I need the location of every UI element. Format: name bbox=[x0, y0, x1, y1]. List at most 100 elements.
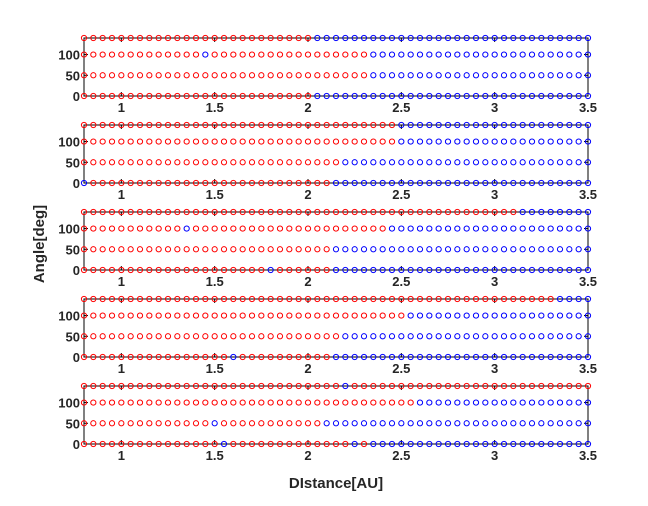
data-point-blue bbox=[435, 121, 442, 129]
data-point-blue bbox=[528, 440, 536, 448]
data-point-blue bbox=[538, 138, 545, 145]
data-point-blue bbox=[510, 72, 517, 79]
data-point-red bbox=[164, 92, 172, 100]
data-point-red bbox=[192, 51, 200, 58]
data-point-red bbox=[155, 420, 162, 427]
data-point-red bbox=[304, 159, 312, 166]
x-tick-label: 2.5 bbox=[392, 361, 410, 376]
data-point-red bbox=[108, 51, 116, 58]
data-point-blue bbox=[528, 225, 536, 232]
data-point-red bbox=[416, 295, 424, 303]
data-point-red bbox=[267, 312, 274, 319]
data-point-red bbox=[510, 382, 517, 390]
data-point-red bbox=[146, 312, 153, 319]
data-point-red bbox=[398, 208, 405, 216]
data-point-blue bbox=[388, 159, 396, 166]
data-point-blue bbox=[416, 34, 424, 42]
data-point-red bbox=[370, 295, 377, 303]
data-point-red bbox=[575, 382, 582, 390]
data-point-red bbox=[90, 51, 97, 58]
data-point-blue bbox=[351, 159, 358, 166]
data-point-red bbox=[108, 399, 116, 406]
data-point-red bbox=[360, 72, 368, 79]
data-point-red bbox=[267, 92, 274, 100]
data-point-red bbox=[426, 208, 433, 216]
data-point-red bbox=[304, 353, 312, 361]
data-point-red bbox=[304, 333, 312, 340]
data-point-red bbox=[276, 295, 284, 303]
y-tick-label: 100 bbox=[58, 48, 80, 63]
data-point-blue bbox=[584, 295, 592, 303]
data-point-red bbox=[342, 225, 349, 232]
data-point-blue bbox=[472, 121, 480, 129]
data-point-blue bbox=[547, 121, 554, 129]
data-point-red bbox=[164, 353, 172, 361]
data-point-red bbox=[202, 179, 209, 187]
data-point-blue bbox=[416, 246, 424, 253]
data-point-red bbox=[323, 295, 330, 303]
data-point-blue bbox=[444, 246, 452, 253]
data-point-red bbox=[332, 138, 340, 145]
data-point-red bbox=[220, 121, 228, 129]
data-point-red bbox=[230, 121, 237, 129]
data-point-blue bbox=[454, 34, 461, 42]
data-point-blue bbox=[360, 420, 368, 427]
data-point-red bbox=[342, 51, 349, 58]
data-point-blue bbox=[351, 420, 358, 427]
data-point-blue bbox=[444, 51, 452, 58]
data-point-red bbox=[276, 353, 284, 361]
data-point-blue bbox=[482, 92, 489, 100]
data-point-red bbox=[155, 399, 162, 406]
data-point-blue bbox=[528, 72, 536, 79]
data-point-red bbox=[136, 333, 144, 340]
data-point-blue bbox=[332, 246, 340, 253]
data-point-red bbox=[211, 159, 218, 166]
data-point-blue bbox=[435, 92, 442, 100]
data-point-red bbox=[99, 382, 106, 390]
data-point-blue bbox=[547, 333, 554, 340]
data-point-blue bbox=[482, 440, 489, 448]
x-tick-label: 3.5 bbox=[579, 100, 597, 115]
data-point-red bbox=[174, 440, 181, 448]
data-point-red bbox=[248, 353, 256, 361]
data-point-red bbox=[80, 208, 88, 216]
data-point-red bbox=[267, 179, 274, 187]
data-point-red bbox=[323, 225, 330, 232]
data-point-red bbox=[202, 420, 209, 427]
data-point-blue bbox=[370, 159, 377, 166]
data-point-blue bbox=[538, 312, 545, 319]
data-point-red bbox=[323, 440, 330, 448]
data-point-red bbox=[136, 440, 144, 448]
data-point-red bbox=[164, 138, 172, 145]
data-point-red bbox=[136, 266, 144, 274]
data-point-blue bbox=[519, 312, 526, 319]
data-point-red bbox=[192, 399, 200, 406]
data-point-blue bbox=[435, 312, 442, 319]
data-point-blue bbox=[454, 225, 461, 232]
data-point-red bbox=[323, 266, 330, 274]
data-point-blue bbox=[500, 440, 508, 448]
data-point-red bbox=[108, 312, 116, 319]
data-point-red bbox=[80, 225, 88, 232]
data-point-red bbox=[99, 295, 106, 303]
data-point-blue bbox=[332, 179, 340, 187]
data-point-red bbox=[295, 51, 302, 58]
data-point-red bbox=[482, 295, 489, 303]
data-point-blue bbox=[407, 266, 414, 274]
data-point-red bbox=[295, 208, 302, 216]
data-point-red bbox=[192, 266, 200, 274]
data-point-blue bbox=[510, 121, 517, 129]
data-point-red bbox=[239, 72, 246, 79]
data-point-blue bbox=[566, 138, 573, 145]
data-point-blue bbox=[519, 420, 526, 427]
x-tick-label: 2.5 bbox=[392, 274, 410, 289]
data-point-red bbox=[127, 266, 134, 274]
data-point-red bbox=[174, 420, 181, 427]
data-point-blue bbox=[388, 179, 396, 187]
data-point-red bbox=[276, 51, 284, 58]
data-point-blue bbox=[454, 138, 461, 145]
data-point-blue bbox=[444, 225, 452, 232]
data-point-red bbox=[118, 138, 125, 145]
data-point-red bbox=[99, 225, 106, 232]
data-point-blue bbox=[435, 159, 442, 166]
